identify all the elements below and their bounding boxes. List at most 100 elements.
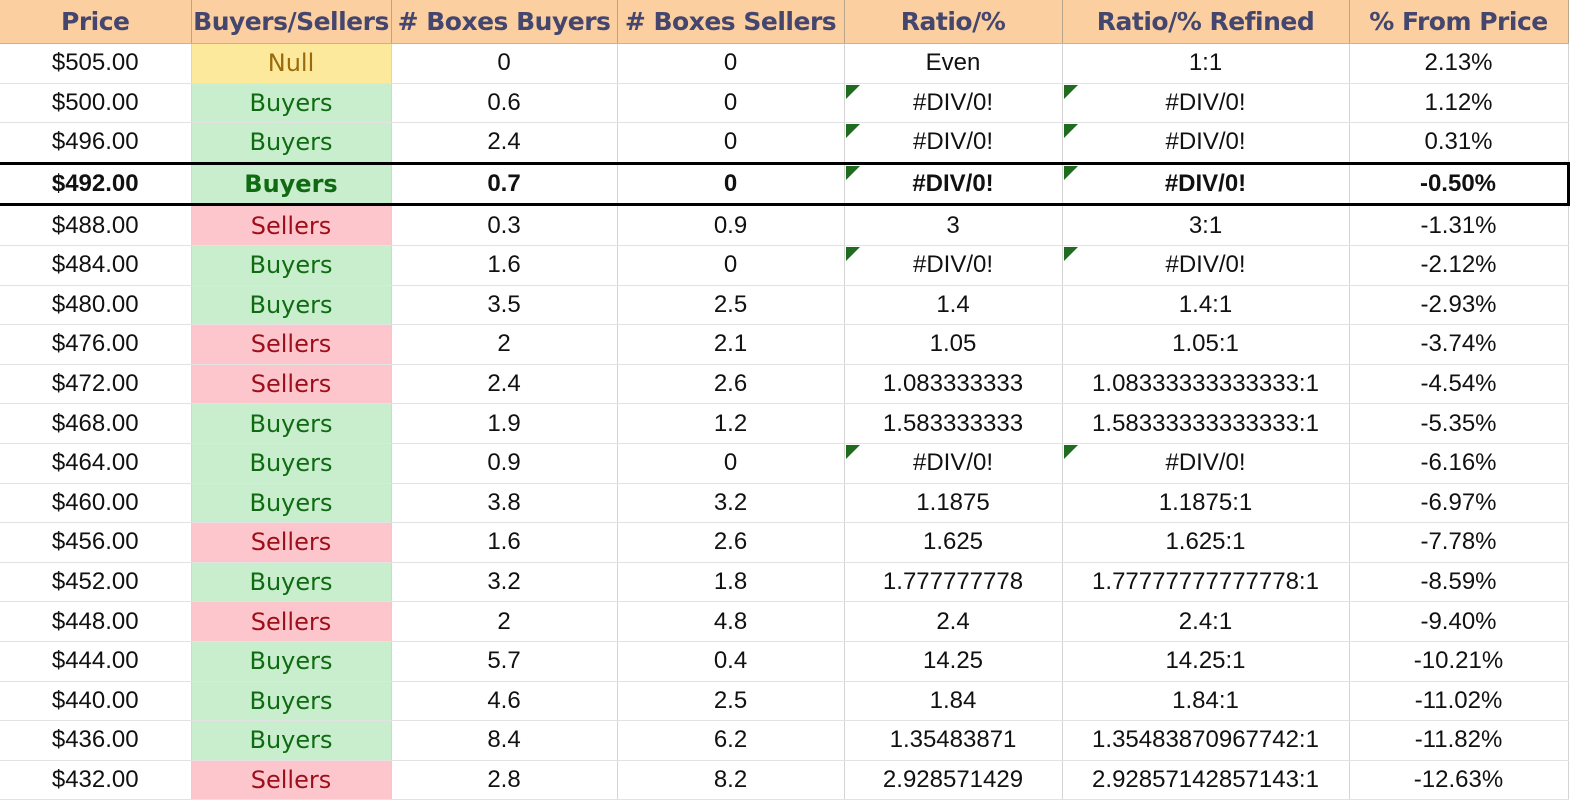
boxes-sellers-cell[interactable]: 0 <box>617 161 845 207</box>
side-cell[interactable]: Buyers <box>191 483 392 524</box>
from-price-cell[interactable]: -11.02% <box>1349 681 1569 722</box>
from-price-cell[interactable]: 0.31% <box>1349 122 1569 164</box>
ratio-refined-cell[interactable]: #DIV/0! <box>1062 161 1350 207</box>
from-price-cell[interactable]: -2.12% <box>1349 245 1569 286</box>
ratio-cell[interactable]: 14.25 <box>844 641 1063 682</box>
ratio-refined-cell[interactable]: 2.4:1 <box>1062 601 1350 642</box>
boxes-sellers-cell[interactable]: 8.2 <box>617 760 845 801</box>
boxes-buyers-cell[interactable]: 2.4 <box>391 122 618 164</box>
ratio-refined-cell[interactable]: 2.92857142857143:1 <box>1062 760 1350 801</box>
side-cell[interactable]: Buyers <box>191 83 392 124</box>
price-cell[interactable]: $476.00 <box>0 324 192 365</box>
from-price-cell[interactable]: 1.12% <box>1349 83 1569 124</box>
side-cell[interactable]: Buyers <box>191 161 392 207</box>
header-ratio[interactable]: Ratio/% <box>844 0 1063 44</box>
price-cell[interactable]: $440.00 <box>0 681 192 722</box>
price-cell[interactable]: $436.00 <box>0 720 192 761</box>
boxes-sellers-cell[interactable]: 2.5 <box>617 681 845 722</box>
ratio-cell[interactable]: #DIV/0! <box>844 122 1063 164</box>
boxes-sellers-cell[interactable]: 0 <box>617 43 845 84</box>
boxes-sellers-cell[interactable]: 0 <box>617 443 845 484</box>
from-price-cell[interactable]: -5.35% <box>1349 403 1569 444</box>
boxes-buyers-cell[interactable]: 3.8 <box>391 483 618 524</box>
boxes-buyers-cell[interactable]: 2 <box>391 324 618 365</box>
ratio-cell[interactable]: 2.4 <box>844 601 1063 642</box>
ratio-cell[interactable]: 3 <box>844 204 1063 246</box>
boxes-sellers-cell[interactable]: 2.6 <box>617 364 845 405</box>
ratio-refined-cell[interactable]: 1.84:1 <box>1062 681 1350 722</box>
side-cell[interactable]: Sellers <box>191 324 392 365</box>
boxes-sellers-cell[interactable]: 2.1 <box>617 324 845 365</box>
header-price[interactable]: Price <box>0 0 192 44</box>
ratio-cell[interactable]: 1.4 <box>844 285 1063 326</box>
ratio-cell[interactable]: #DIV/0! <box>844 443 1063 484</box>
price-cell[interactable]: $468.00 <box>0 403 192 444</box>
boxes-sellers-cell[interactable]: 0 <box>617 122 845 164</box>
boxes-buyers-cell[interactable]: 8.4 <box>391 720 618 761</box>
price-cell[interactable]: $456.00 <box>0 522 192 563</box>
ratio-refined-cell[interactable]: 1.58333333333333:1 <box>1062 403 1350 444</box>
ratio-refined-cell[interactable]: 1.625:1 <box>1062 522 1350 563</box>
ratio-cell[interactable]: 1.84 <box>844 681 1063 722</box>
boxes-sellers-cell[interactable]: 3.2 <box>617 483 845 524</box>
price-cell[interactable]: $480.00 <box>0 285 192 326</box>
boxes-sellers-cell[interactable]: 1.8 <box>617 562 845 603</box>
ratio-refined-cell[interactable]: #DIV/0! <box>1062 245 1350 286</box>
from-price-cell[interactable]: -7.78% <box>1349 522 1569 563</box>
header-boxes-buyers[interactable]: # Boxes Buyers <box>391 0 618 44</box>
boxes-buyers-cell[interactable]: 0.6 <box>391 83 618 124</box>
boxes-sellers-cell[interactable]: 2.5 <box>617 285 845 326</box>
side-cell[interactable]: Sellers <box>191 522 392 563</box>
price-cell[interactable]: $505.00 <box>0 43 192 84</box>
ratio-cell[interactable]: 1.777777778 <box>844 562 1063 603</box>
header-ratio-refined[interactable]: Ratio/% Refined <box>1062 0 1350 44</box>
from-price-cell[interactable]: -6.97% <box>1349 483 1569 524</box>
boxes-buyers-cell[interactable]: 0 <box>391 43 618 84</box>
boxes-sellers-cell[interactable]: 4.8 <box>617 601 845 642</box>
side-cell[interactable]: Buyers <box>191 681 392 722</box>
boxes-buyers-cell[interactable]: 2 <box>391 601 618 642</box>
ratio-refined-cell[interactable]: 1:1 <box>1062 43 1350 84</box>
boxes-sellers-cell[interactable]: 1.2 <box>617 403 845 444</box>
price-cell[interactable]: $488.00 <box>0 204 192 246</box>
side-cell[interactable]: Sellers <box>191 760 392 801</box>
boxes-buyers-cell[interactable]: 1.6 <box>391 245 618 286</box>
price-cell[interactable]: $472.00 <box>0 364 192 405</box>
header-from-price[interactable]: % From Price <box>1349 0 1569 44</box>
side-cell[interactable]: Buyers <box>191 720 392 761</box>
side-cell[interactable]: Buyers <box>191 122 392 164</box>
ratio-cell[interactable]: #DIV/0! <box>844 161 1063 207</box>
boxes-buyers-cell[interactable]: 0.9 <box>391 443 618 484</box>
side-cell[interactable]: Buyers <box>191 285 392 326</box>
price-cell[interactable]: $492.00 <box>0 161 192 207</box>
from-price-cell[interactable]: -3.74% <box>1349 324 1569 365</box>
boxes-buyers-cell[interactable]: 0.7 <box>391 161 618 207</box>
ratio-refined-cell[interactable]: 1.77777777777778:1 <box>1062 562 1350 603</box>
from-price-cell[interactable]: -6.16% <box>1349 443 1569 484</box>
boxes-buyers-cell[interactable]: 5.7 <box>391 641 618 682</box>
price-cell[interactable]: $432.00 <box>0 760 192 801</box>
boxes-buyers-cell[interactable]: 3.2 <box>391 562 618 603</box>
side-cell[interactable]: Buyers <box>191 245 392 286</box>
ratio-refined-cell[interactable]: #DIV/0! <box>1062 443 1350 484</box>
ratio-cell[interactable]: Even <box>844 43 1063 84</box>
header-buyers-sellers[interactable]: Buyers/Sellers <box>191 0 392 44</box>
price-cell[interactable]: $452.00 <box>0 562 192 603</box>
side-cell[interactable]: Buyers <box>191 562 392 603</box>
ratio-cell[interactable]: #DIV/0! <box>844 245 1063 286</box>
from-price-cell[interactable]: -12.63% <box>1349 760 1569 801</box>
price-cell[interactable]: $460.00 <box>0 483 192 524</box>
from-price-cell[interactable]: -1.31% <box>1349 204 1569 246</box>
from-price-cell[interactable]: -10.21% <box>1349 641 1569 682</box>
ratio-refined-cell[interactable]: 1.05:1 <box>1062 324 1350 365</box>
boxes-buyers-cell[interactable]: 1.6 <box>391 522 618 563</box>
boxes-buyers-cell[interactable]: 1.9 <box>391 403 618 444</box>
boxes-sellers-cell[interactable]: 0.4 <box>617 641 845 682</box>
boxes-buyers-cell[interactable]: 3.5 <box>391 285 618 326</box>
side-cell[interactable]: Null <box>191 43 392 84</box>
price-cell[interactable]: $444.00 <box>0 641 192 682</box>
ratio-cell[interactable]: 2.928571429 <box>844 760 1063 801</box>
side-cell[interactable]: Sellers <box>191 364 392 405</box>
boxes-buyers-cell[interactable]: 2.4 <box>391 364 618 405</box>
price-cell[interactable]: $448.00 <box>0 601 192 642</box>
